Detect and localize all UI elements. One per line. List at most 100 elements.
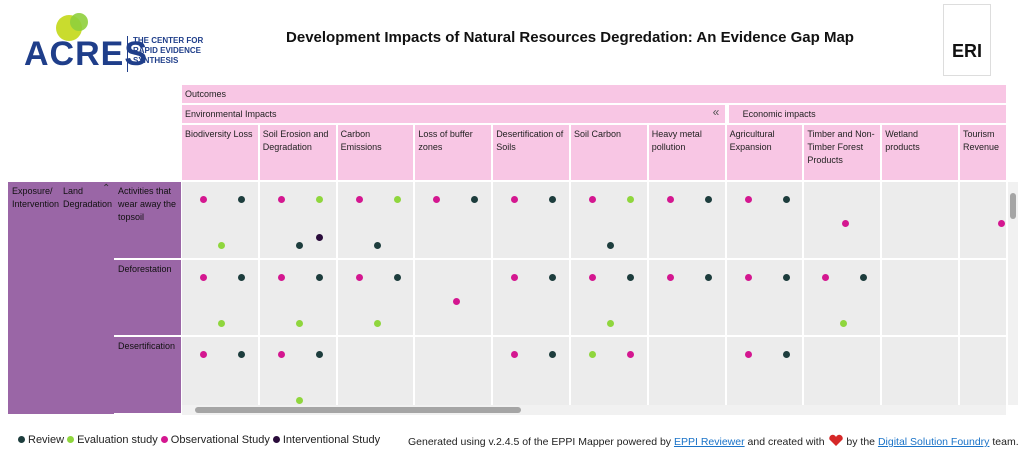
map-cell[interactable] [182,337,258,405]
evidence-dot[interactable] [315,351,323,359]
evidence-dot[interactable] [277,273,285,281]
evidence-dot[interactable] [315,273,323,281]
evidence-dot[interactable] [840,319,848,327]
map-cell[interactable] [571,337,647,405]
map-cell[interactable] [493,259,569,336]
map-cell[interactable] [726,337,803,405]
map-cell[interactable] [726,259,803,336]
evidence-dot[interactable] [373,319,381,327]
evidence-dot[interactable] [744,351,752,359]
map-cell[interactable] [960,259,1006,336]
evidence-dot[interactable] [238,273,245,281]
map-cell[interactable] [182,182,258,258]
v-scrollbar[interactable] [1008,182,1018,405]
map-cell[interactable] [648,259,725,336]
footer-link[interactable]: Digital Solution Foundry [877,436,990,448]
evidence-dot[interactable] [589,273,596,281]
evidence-dot[interactable] [782,273,790,281]
evidence-dot[interactable] [200,273,207,281]
map-cell[interactable] [804,259,881,336]
map-cell[interactable] [415,337,492,405]
evidence-dot[interactable] [511,273,519,281]
evidence-dot[interactable] [315,196,323,203]
evidence-dot[interactable] [200,351,207,359]
evidence-dot[interactable] [627,351,634,359]
evidence-dot[interactable] [549,273,557,281]
evidence-dot[interactable] [998,220,1005,227]
evidence-dot[interactable] [471,196,479,203]
evidence-dot[interactable] [355,196,363,203]
evidence-dot[interactable] [744,273,752,281]
evidence-dot[interactable] [393,196,401,203]
map-cell[interactable] [960,182,1006,258]
row-header: Desertification [114,337,181,413]
collapse-icon[interactable]: « [712,105,720,119]
map-cell[interactable] [804,337,881,405]
evidence-dot[interactable] [627,196,634,203]
map-cell[interactable] [571,259,647,336]
evidence-dot[interactable] [822,273,830,281]
map-cell[interactable] [726,182,803,258]
map-cell[interactable] [337,337,414,405]
evidence-dot[interactable] [704,196,712,203]
map-cell[interactable] [415,182,492,258]
evidence-dot[interactable] [511,196,519,203]
evidence-dot[interactable] [511,351,519,359]
map-cell[interactable] [882,259,958,336]
evidence-dot[interactable] [782,351,790,359]
evidence-dot[interactable] [704,273,712,281]
evidence-dot[interactable] [607,242,614,249]
map-cell[interactable] [493,182,569,258]
map-cell[interactable] [571,182,647,258]
evidence-dot[interactable] [607,319,614,327]
evidence-dot[interactable] [277,196,285,203]
map-cell[interactable] [804,182,881,258]
evidence-dot[interactable] [277,351,285,359]
evidence-dot[interactable] [218,242,225,249]
map-cell[interactable] [337,182,414,258]
map-cell[interactable] [882,182,958,258]
h-scroll-thumb[interactable] [195,407,521,413]
evidence-dot[interactable] [238,196,245,203]
evidence-dot[interactable] [315,234,323,241]
evidence-dot[interactable] [393,273,401,281]
map-cell[interactable] [259,182,336,258]
evidence-dot[interactable] [627,273,634,281]
footer-link[interactable]: EPPI Reviewer [673,436,745,448]
evidence-dot[interactable] [295,397,303,405]
evidence-dot[interactable] [200,196,207,203]
h-scrollbar[interactable] [182,405,1006,415]
v-scroll-thumb[interactable] [1010,193,1016,219]
evidence-dot[interactable] [666,273,674,281]
evidence-dot[interactable] [295,242,303,249]
evidence-dot[interactable] [453,297,461,305]
evidence-dot[interactable] [744,196,752,203]
evidence-dot[interactable] [238,351,245,359]
map-cell[interactable] [960,337,1006,405]
map-cell[interactable] [648,182,725,258]
evidence-dot[interactable] [295,319,303,327]
exposure-header: Exposure/ Intervention [8,182,59,414]
map-cell[interactable] [648,337,725,405]
map-cell[interactable] [259,259,336,336]
evidence-dot[interactable] [666,196,674,203]
evidence-dot[interactable] [549,351,557,359]
map-cell[interactable] [182,259,258,336]
evidence-dot[interactable] [218,319,225,327]
evidence-dot[interactable] [589,196,596,203]
evidence-dot[interactable] [782,196,790,203]
map-cell[interactable] [493,337,569,405]
evidence-dot[interactable] [355,273,363,281]
evidence-dot[interactable] [842,220,850,227]
legend-label: Observational Study [170,434,270,446]
evidence-dot[interactable] [860,273,868,281]
map-cell[interactable] [259,337,336,405]
evidence-dot[interactable] [549,196,557,203]
map-cell[interactable] [882,337,958,405]
evidence-dot[interactable] [433,196,441,203]
map-cell[interactable] [337,259,414,336]
evidence-dot[interactable] [373,242,381,249]
collapse-icon[interactable]: ⌃ [102,183,111,194]
evidence-dot[interactable] [589,351,596,359]
map-cell[interactable] [415,259,492,336]
